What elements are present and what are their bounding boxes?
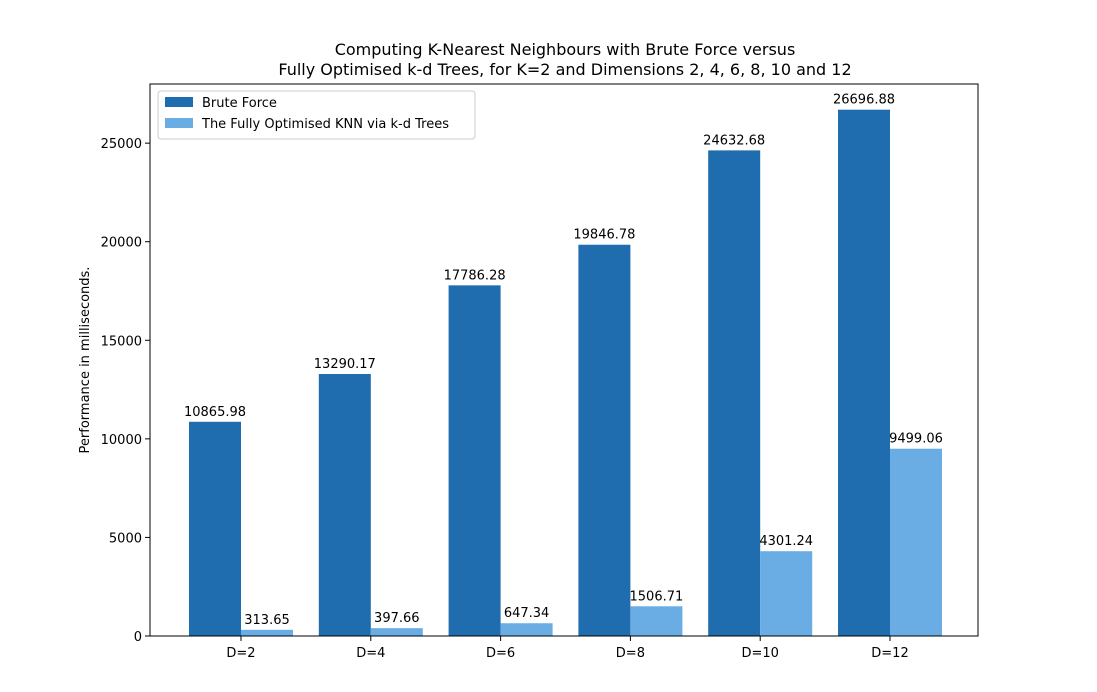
chart-title-line-1: Computing K-Nearest Neighbours with Brut… (335, 40, 796, 59)
bar-brute-force (708, 150, 761, 636)
bar-kd-trees (500, 623, 553, 636)
legend-label: The Fully Optimised KNN via k-d Trees (201, 117, 449, 132)
bars (189, 109, 942, 637)
bar-value-label: 647.34 (504, 606, 550, 621)
bar-value-label: 397.66 (374, 611, 420, 626)
x-tick-label: D=10 (741, 646, 778, 661)
legend-swatch (165, 97, 193, 107)
y-tick-label: 25000 (101, 137, 142, 152)
legend-label: Brute Force (202, 96, 277, 111)
x-axis-ticks: D=2 D=4 D=6 D=8 D=10 D=12 (226, 636, 909, 661)
y-axis-ticks: 0 5000 10000 15000 20000 25000 (101, 137, 150, 645)
bar-value-label: 1506.71 (630, 589, 684, 604)
bar-value-label: 313.65 (244, 613, 290, 628)
bar-kd-trees (241, 629, 293, 636)
legend: Brute Force The Fully Optimised KNN via k… (157, 90, 476, 140)
y-tick-label: 5000 (109, 531, 142, 546)
bar-kd-trees (760, 551, 813, 636)
x-tick-label: D=2 (226, 646, 255, 661)
y-tick-label: 10000 (101, 433, 142, 448)
legend-swatch (165, 118, 193, 128)
bar-value-label: 10865.98 (184, 405, 246, 420)
bar-value-label: 4301.24 (759, 534, 813, 549)
legend-box (157, 90, 476, 140)
x-tick-label: D=8 (616, 646, 645, 661)
y-axis-label: Performance in milliseconds. (78, 267, 93, 454)
bar-value-label: 13290.17 (314, 357, 376, 372)
bar-value-label: 26696.88 (833, 93, 895, 108)
chart-title-line-2: Fully Optimised k-d Trees, for K=2 and D… (278, 60, 851, 79)
y-tick-label: 0 (134, 630, 142, 645)
bar-brute-force (448, 285, 501, 636)
bar-brute-force (578, 244, 631, 636)
bar-value-labels: 10865.98 13290.17 17786.28 19846.78 24632.68… (184, 93, 943, 628)
bar-kd-trees (370, 628, 423, 636)
bar-kd-trees (890, 448, 942, 636)
y-tick-label: 15000 (101, 334, 142, 349)
bar-kd-trees (630, 606, 683, 636)
x-tick-label: D=6 (486, 646, 515, 661)
bar-value-label: 17786.28 (444, 268, 506, 283)
bar-brute-force (318, 373, 371, 636)
plot-area-frame (149, 83, 979, 637)
bar-value-label: 24632.68 (703, 133, 765, 148)
bar-value-label: 19846.78 (573, 228, 635, 243)
bar-brute-force (838, 109, 890, 637)
y-tick-label: 20000 (101, 236, 142, 251)
x-tick-label: D=12 (871, 646, 908, 661)
x-tick-label: D=4 (356, 646, 385, 661)
bar-brute-force (189, 421, 241, 636)
bar-value-label: 9499.06 (889, 432, 943, 447)
